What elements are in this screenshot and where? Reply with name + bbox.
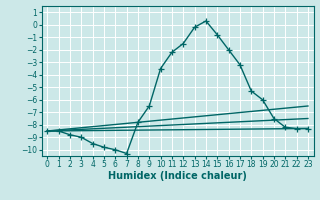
X-axis label: Humidex (Indice chaleur): Humidex (Indice chaleur): [108, 171, 247, 181]
